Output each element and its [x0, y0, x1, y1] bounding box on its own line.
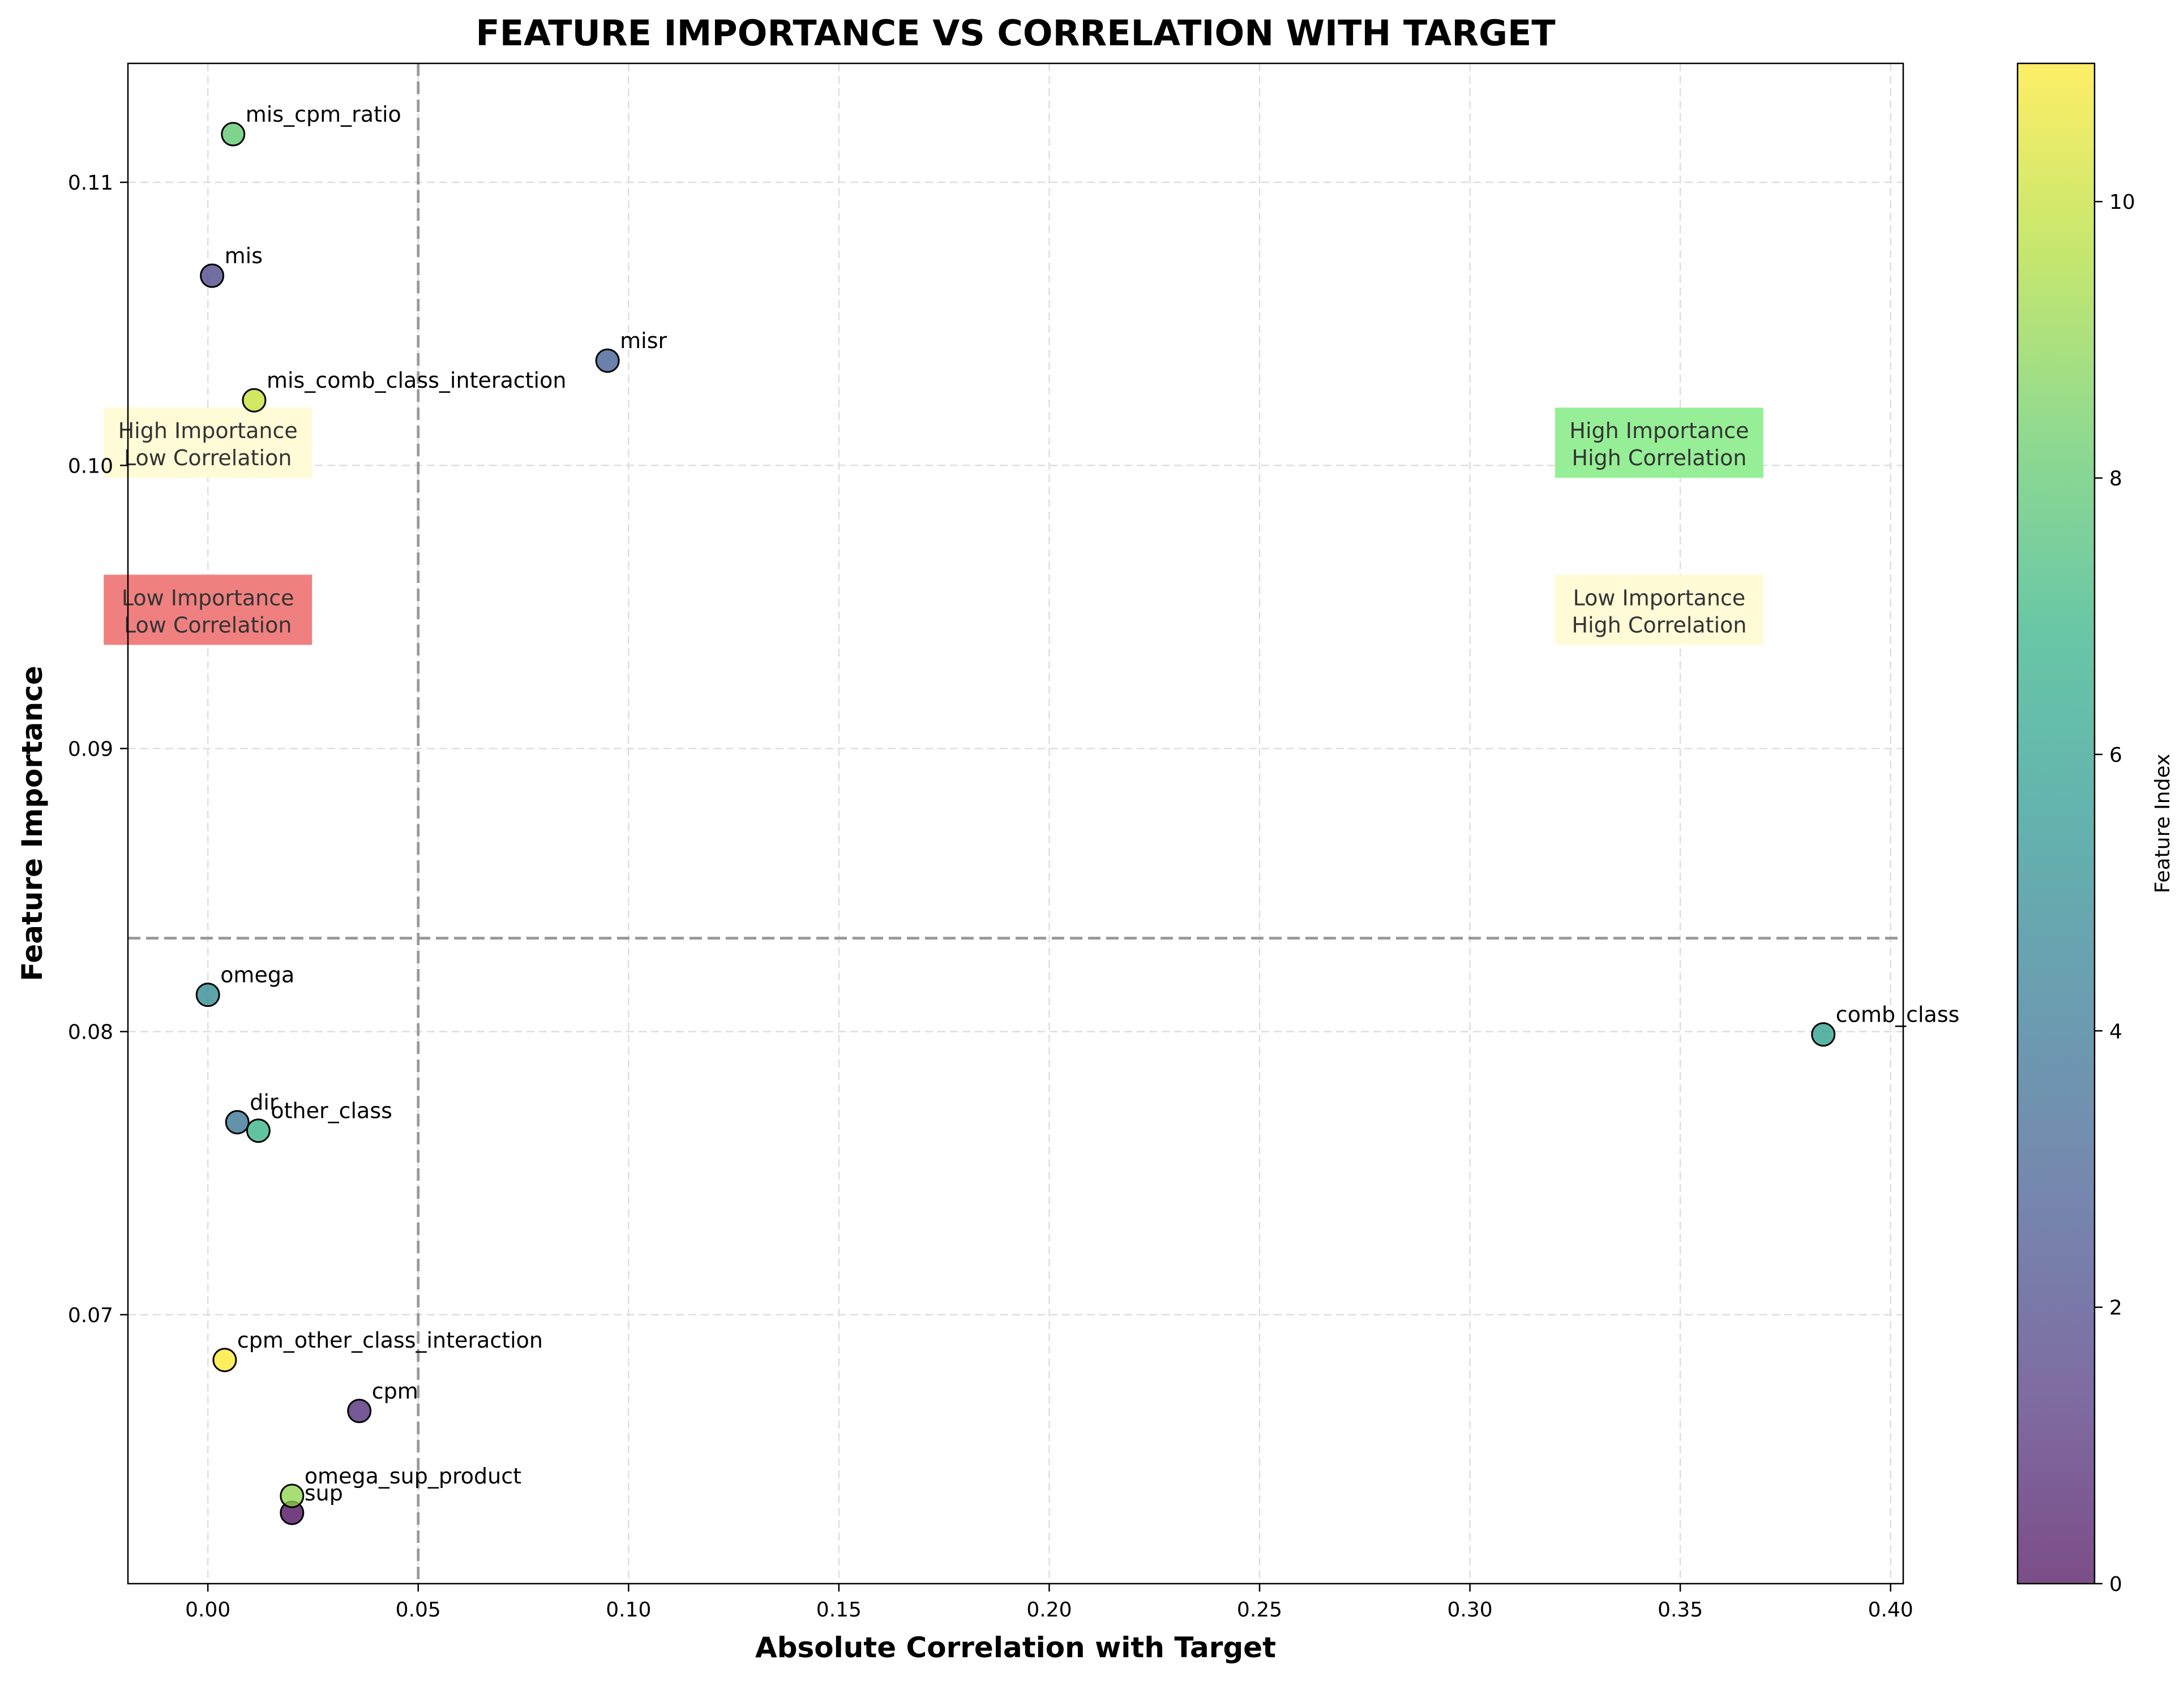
colorbar-label: Feature Index — [2151, 754, 2174, 894]
quadrant-label-line1: Low Importance — [1573, 585, 1746, 610]
quadrant-label-line2: Low Correlation — [124, 612, 292, 637]
colorbar-gradient — [2018, 63, 2095, 1584]
quadrant-label-line2: High Correlation — [1572, 612, 1747, 637]
data-point-label: mis — [225, 243, 263, 268]
y-tick-label: 0.07 — [68, 1304, 113, 1327]
data-point-label: omega — [220, 963, 294, 988]
data-point — [221, 122, 246, 147]
quadrant-label-line2: Low Correlation — [124, 445, 292, 470]
colorbar-tick-label: 6 — [2109, 744, 2122, 767]
data-point-label: cpm — [372, 1379, 418, 1404]
data-point — [200, 263, 225, 288]
reference-lines — [128, 63, 1903, 1584]
data-point-label: mis_comb_class_interaction — [267, 368, 567, 393]
grid-layer — [128, 63, 1903, 1584]
data-point-label: omega_sup_product — [305, 1464, 521, 1489]
colorbar-tick-label: 4 — [2109, 1020, 2122, 1043]
x-tick-label: 0.35 — [1658, 1598, 1703, 1622]
data-point-label: other_class — [271, 1099, 392, 1123]
x-axis-label: Absolute Correlation with Target — [755, 1631, 1276, 1664]
x-tick-label: 0.00 — [185, 1598, 230, 1622]
plot-frame — [127, 62, 1904, 1585]
data-point-label: misr — [620, 328, 667, 353]
x-tick-label: 0.15 — [816, 1598, 862, 1622]
x-tick-label: 0.10 — [606, 1598, 651, 1622]
axis-ticks: 0.00 0.05 0.10 0.15 0.20 0.25 0.30 0.35 0.40 0.07… — [68, 171, 1913, 1622]
data-point — [212, 1348, 237, 1373]
quadrant-label-line1: High Importance — [1569, 418, 1749, 443]
colorbar: 0 2 4 6 8 10 Feature Index — [2016, 62, 2174, 1596]
data-points — [195, 122, 1836, 1525]
data-point-label: dir — [250, 1090, 279, 1115]
y-tick-label: 0.09 — [68, 737, 113, 761]
quadrant-label-line2: High Correlation — [1572, 445, 1747, 470]
data-point — [246, 1118, 271, 1143]
data-point-label: sup — [305, 1481, 343, 1506]
point-labels: sup cpm mis misr dir omega comb_class other_cla… — [220, 102, 1959, 1506]
quadrant-label-line1: Low Importance — [122, 585, 294, 610]
colorbar-tick-label: 8 — [2109, 468, 2122, 491]
quadrant-label-background — [1555, 574, 1763, 645]
quadrant-label-background — [1555, 408, 1763, 478]
quadrant-label-background — [104, 574, 312, 645]
chart-title: FEATURE IMPORTANCE VS CORRELATION WITH T… — [476, 12, 1555, 54]
data-point — [225, 1110, 250, 1135]
data-point — [1811, 1022, 1836, 1047]
x-tick-label: 0.20 — [1026, 1598, 1072, 1622]
x-tick-label: 0.05 — [396, 1598, 441, 1622]
colorbar-tick-label: 10 — [2109, 191, 2135, 214]
x-tick-label: 0.25 — [1237, 1598, 1282, 1622]
data-point-label: cpm_other_class_interaction — [237, 1328, 543, 1353]
y-tick-label: 0.08 — [68, 1021, 113, 1044]
y-tick-label: 0.10 — [68, 454, 113, 478]
data-point — [280, 1483, 305, 1508]
colorbar-frame — [2016, 62, 2096, 1585]
colorbar-tick-label: 0 — [2109, 1573, 2122, 1596]
x-tick-label: 0.40 — [1868, 1598, 1913, 1622]
y-tick-label: 0.11 — [68, 171, 113, 195]
data-point — [195, 983, 220, 1007]
data-point — [242, 388, 267, 413]
y-axis-label: Feature Importance — [16, 666, 49, 981]
data-point — [595, 348, 620, 373]
colorbar-ticks: 0 2 4 6 8 10 — [2095, 191, 2135, 1596]
quadrant-label-line1: High Importance — [118, 418, 298, 443]
data-point-label: mis_cpm_ratio — [246, 102, 401, 127]
data-point-label: comb_class — [1836, 1002, 1960, 1027]
x-tick-label: 0.30 — [1448, 1598, 1493, 1622]
data-point — [347, 1399, 372, 1423]
colorbar-tick-label: 2 — [2109, 1297, 2122, 1320]
quadrant-label-background — [104, 408, 312, 478]
